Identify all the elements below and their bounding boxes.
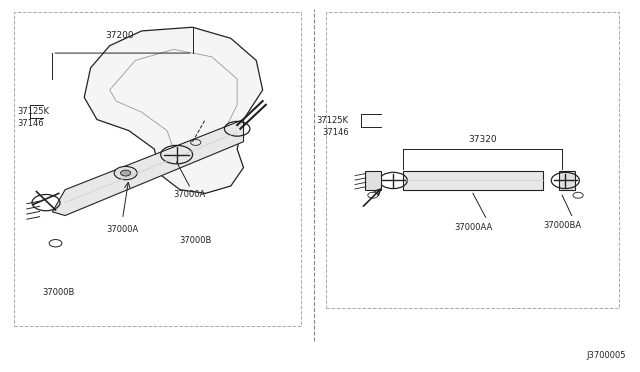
Polygon shape — [84, 27, 262, 193]
Text: 37000BA: 37000BA — [543, 221, 581, 230]
Circle shape — [120, 170, 131, 176]
Bar — [559, 171, 575, 190]
Text: 37320: 37320 — [468, 135, 497, 144]
Bar — [403, 171, 543, 190]
Bar — [365, 171, 381, 190]
Text: 37000B: 37000B — [180, 236, 212, 245]
Text: 37000A: 37000A — [106, 225, 139, 234]
Polygon shape — [52, 119, 244, 215]
Text: 37200: 37200 — [105, 31, 134, 40]
Text: 37000A: 37000A — [173, 190, 205, 199]
Text: 37125K: 37125K — [317, 116, 349, 125]
Text: 37125K: 37125K — [17, 106, 49, 116]
Text: J3700005: J3700005 — [586, 350, 626, 359]
Text: 37146: 37146 — [17, 119, 44, 128]
Circle shape — [114, 166, 137, 180]
Text: 37000AA: 37000AA — [454, 223, 492, 232]
Text: 37000B: 37000B — [42, 288, 75, 296]
Text: 37146: 37146 — [322, 128, 349, 137]
